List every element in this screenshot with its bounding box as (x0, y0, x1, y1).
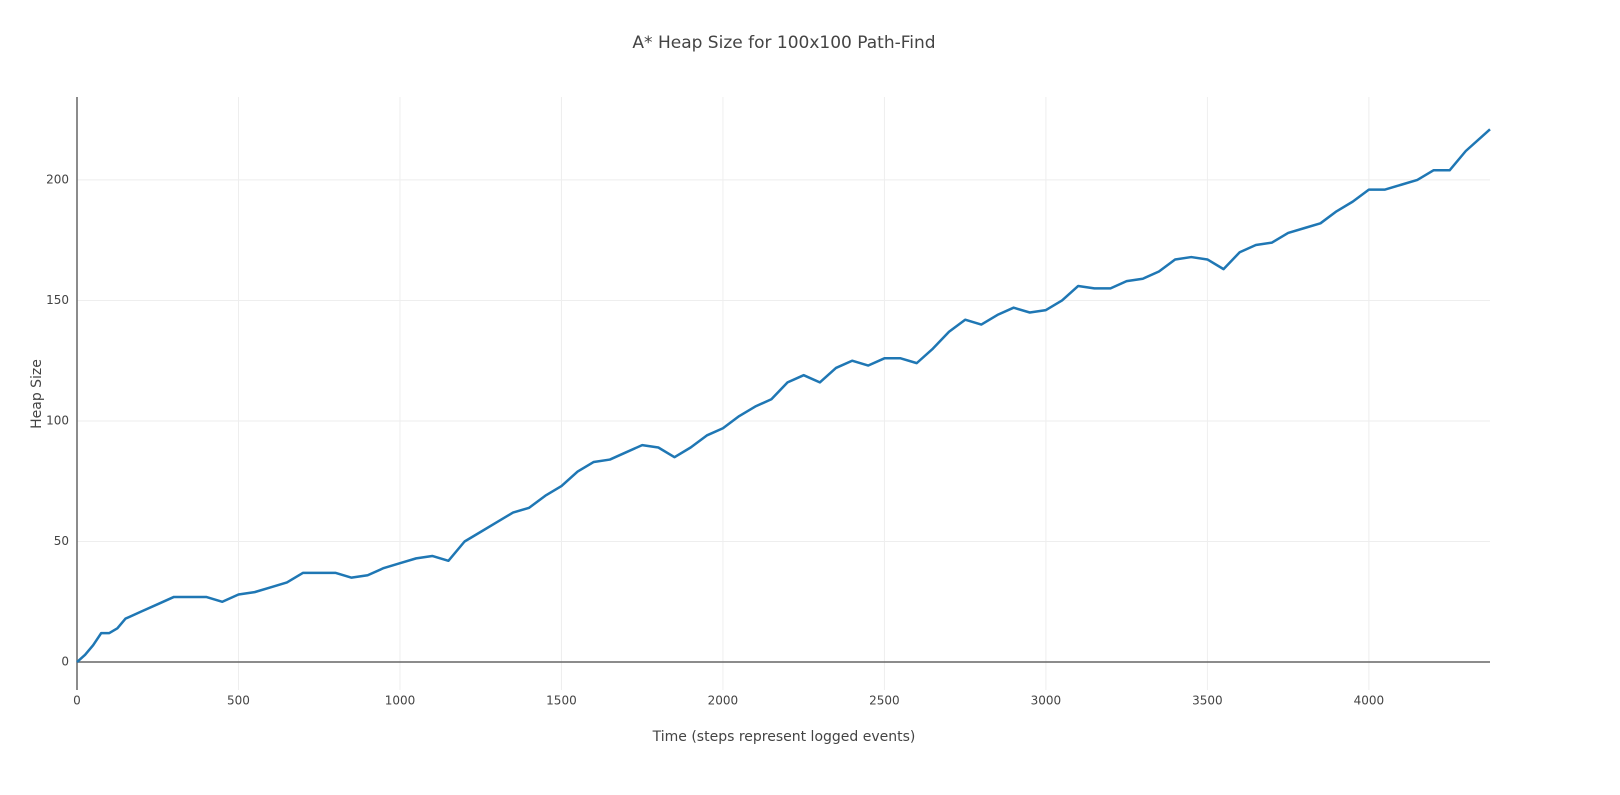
x-tick-label: 1500 (546, 694, 577, 708)
x-tick-label: 4000 (1354, 694, 1385, 708)
x-axis-title: Time (steps represent logged events) (652, 729, 916, 745)
x-tick-label: 0 (73, 694, 81, 708)
y-tick-label: 200 (46, 172, 69, 186)
x-tick-label: 500 (227, 694, 250, 708)
x-tick-label: 3000 (1031, 694, 1062, 708)
y-tick-label: 0 (61, 655, 69, 669)
data-line (76, 128, 1491, 663)
x-tick-label: 3500 (1192, 694, 1223, 708)
y-tick-label: 50 (54, 534, 69, 548)
x-tick-label: 1000 (385, 694, 416, 708)
y-tick-label: 100 (46, 413, 69, 427)
y-axis-title: Heap Size (29, 359, 45, 429)
y-tick-label: 150 (46, 293, 69, 307)
chart-title: A* Heap Size for 100x100 Path-Find (632, 33, 935, 53)
x-tick-label: 2500 (869, 694, 900, 708)
x-tick-label: 2000 (708, 694, 739, 708)
